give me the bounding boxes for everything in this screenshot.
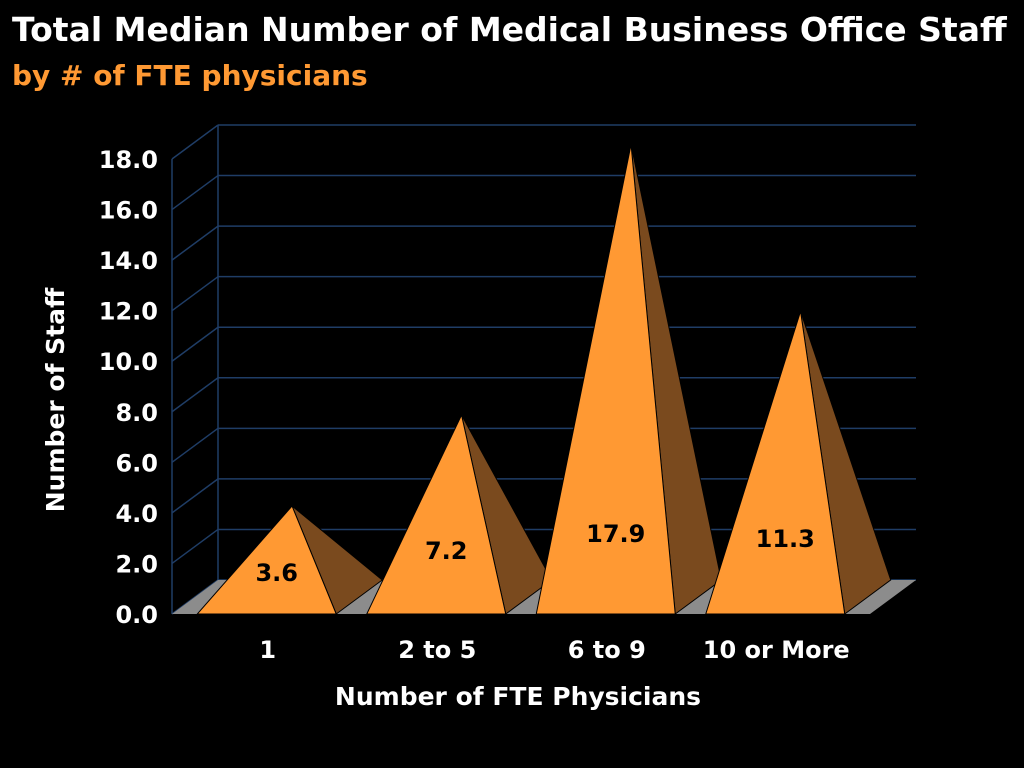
gridline-diagonal: [171, 478, 219, 514]
pyramid-front-face: [535, 144, 676, 615]
pyramids-layer: 3.6 7.2 17.9 11.3: [196, 144, 892, 615]
data-label: 17.9: [586, 520, 645, 548]
x-category-label: 10 or More: [703, 636, 850, 664]
x-category-label: 6 to 9: [568, 636, 646, 664]
gridline-diagonal: [171, 174, 219, 211]
y-tick-label: 16.0: [99, 197, 158, 225]
y-tick-label: 0.0: [115, 601, 158, 629]
y-tick-labels: 0.0 2.0 4.0 6.0 8.0 10.0 12.0 14.0 16.0 18.0: [99, 146, 158, 629]
x-category-label: 2 to 5: [398, 636, 476, 664]
y-tick-label: 6.0: [115, 449, 158, 477]
x-axis-title: Number of FTE Physicians: [335, 682, 701, 711]
gridline-diagonal: [171, 528, 219, 565]
data-label: 3.6: [255, 559, 298, 587]
pyramid-front-face: [196, 505, 337, 615]
gridline-diagonal: [171, 427, 219, 463]
y-tick-label: 12.0: [99, 298, 158, 326]
gridline-diagonal: [171, 326, 219, 362]
y-tick-label: 4.0: [115, 500, 158, 528]
chart-title: Total Median Number of Medical Business …: [12, 8, 1012, 98]
pyramid-front-face: [365, 413, 507, 615]
gridline-diagonal: [171, 276, 219, 312]
gridline-diagonal: [171, 124, 219, 160]
chart-subtitle: by # of FTE physicians: [12, 59, 368, 92]
pyramid-bar: 3.6: [196, 505, 384, 615]
pyramid-bar: 11.3: [705, 311, 892, 615]
pyramid-bar: 17.9: [535, 144, 722, 615]
x-category-labels: 1 2 to 5 6 to 9 10 or More: [259, 636, 849, 664]
pyramid-bar: 7.2: [365, 413, 553, 615]
x-category-label: 1: [259, 636, 276, 664]
y-tick-label: 2.0: [115, 550, 158, 578]
title-text: Total Median Number of Medical Business …: [12, 10, 1007, 49]
y-tick-label: 10.0: [99, 348, 158, 376]
y-axis-title: Number of Staff: [41, 287, 70, 512]
data-label: 7.2: [425, 537, 468, 565]
y-tick-label: 8.0: [115, 399, 158, 427]
gridline-diagonal: [171, 377, 219, 413]
pyramid-front-face: [705, 311, 846, 615]
data-label: 11.3: [756, 525, 815, 553]
gridline-diagonal: [171, 225, 219, 261]
y-tick-label: 18.0: [99, 146, 158, 174]
y-tick-label: 14.0: [99, 247, 158, 275]
